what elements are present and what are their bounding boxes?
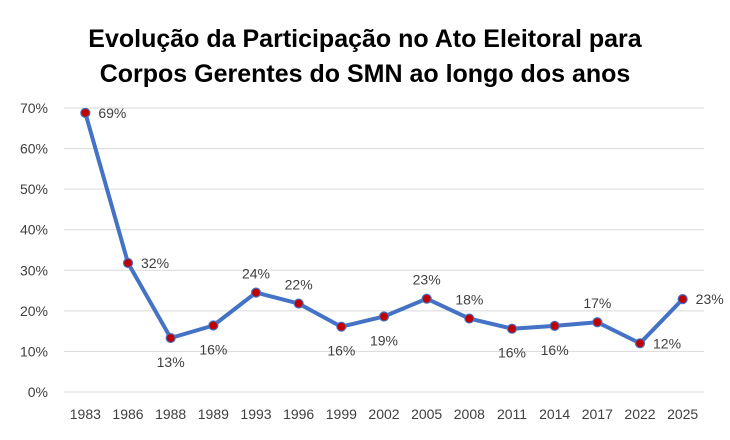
x-tick-label: 2005: [411, 406, 442, 422]
x-tick-label: 2008: [454, 406, 485, 422]
data-label: 12%: [653, 335, 681, 351]
data-point: [464, 313, 475, 324]
x-tick-label: 1996: [283, 406, 314, 422]
data-point: [122, 257, 134, 269]
x-tick-label: 1988: [155, 406, 186, 422]
x-tick-label: 1989: [198, 406, 229, 422]
data-point: [80, 107, 91, 118]
y-tick-label: 60%: [20, 141, 48, 157]
data-label: 23%: [413, 272, 441, 288]
y-tick-label: 40%: [20, 222, 48, 238]
data-label: 13%: [157, 354, 185, 370]
data-label: 23%: [696, 291, 724, 307]
y-axis-tick-labels: 0% 10% 20% 30% 40% 50% 60% 70%: [20, 100, 48, 400]
data-point: [165, 332, 176, 344]
x-axis-tick-labels: 1983 1986 1988 1989 1993 1996 1999 2002 2005 2008…: [70, 406, 699, 422]
data-point: [336, 321, 347, 332]
data-label: 18%: [455, 292, 483, 308]
data-point: [592, 317, 603, 328]
data-label: 24%: [242, 266, 270, 282]
x-tick-label: 2017: [582, 406, 613, 422]
x-tick-label: 1986: [112, 406, 143, 422]
data-point: [378, 311, 390, 322]
chart-title-line-1: Evolução da Participação no Ato Eleitora…: [88, 25, 642, 53]
data-label: 16%: [199, 341, 227, 357]
x-tick-label: 2025: [667, 406, 698, 422]
x-tick-label: 2002: [368, 406, 399, 422]
y-tick-label: 10%: [20, 343, 48, 359]
data-point: [677, 293, 688, 305]
data-point: [293, 298, 304, 309]
x-tick-label: 1983: [70, 406, 101, 422]
y-tick-label: 30%: [20, 262, 48, 278]
data-point: [250, 287, 262, 298]
data-point: [506, 323, 518, 334]
data-label: 16%: [498, 345, 526, 361]
data-point: [549, 320, 560, 331]
data-label: 16%: [327, 343, 355, 359]
x-tick-label: 2011: [497, 406, 527, 422]
y-tick-label: 20%: [20, 303, 48, 319]
gridlines: [64, 107, 704, 393]
y-tick-label: 0%: [28, 384, 48, 400]
data-markers: [80, 107, 688, 349]
chart-title-line-2: Corpos Gerentes do SMN ao longo dos anos: [100, 60, 631, 88]
data-label: 17%: [583, 295, 611, 311]
x-tick-label: 1999: [326, 406, 357, 422]
data-point: [208, 320, 219, 331]
data-label: 19%: [370, 333, 398, 349]
data-labels: 69% 32% 13% 16% 24% 22% 16% 19% 23% 18% 16% 16% 17% 1…: [98, 105, 723, 370]
x-tick-label: 1993: [240, 406, 271, 422]
x-tick-label: 2022: [624, 406, 655, 422]
data-point: [421, 293, 432, 304]
y-tick-label: 50%: [20, 181, 48, 197]
data-point: [634, 338, 646, 349]
data-label: 16%: [541, 342, 569, 358]
data-label: 22%: [285, 277, 313, 293]
data-label: 32%: [141, 255, 169, 271]
y-tick-label: 70%: [20, 100, 48, 116]
data-label: 69%: [98, 105, 126, 121]
x-tick-label: 2014: [539, 406, 570, 422]
